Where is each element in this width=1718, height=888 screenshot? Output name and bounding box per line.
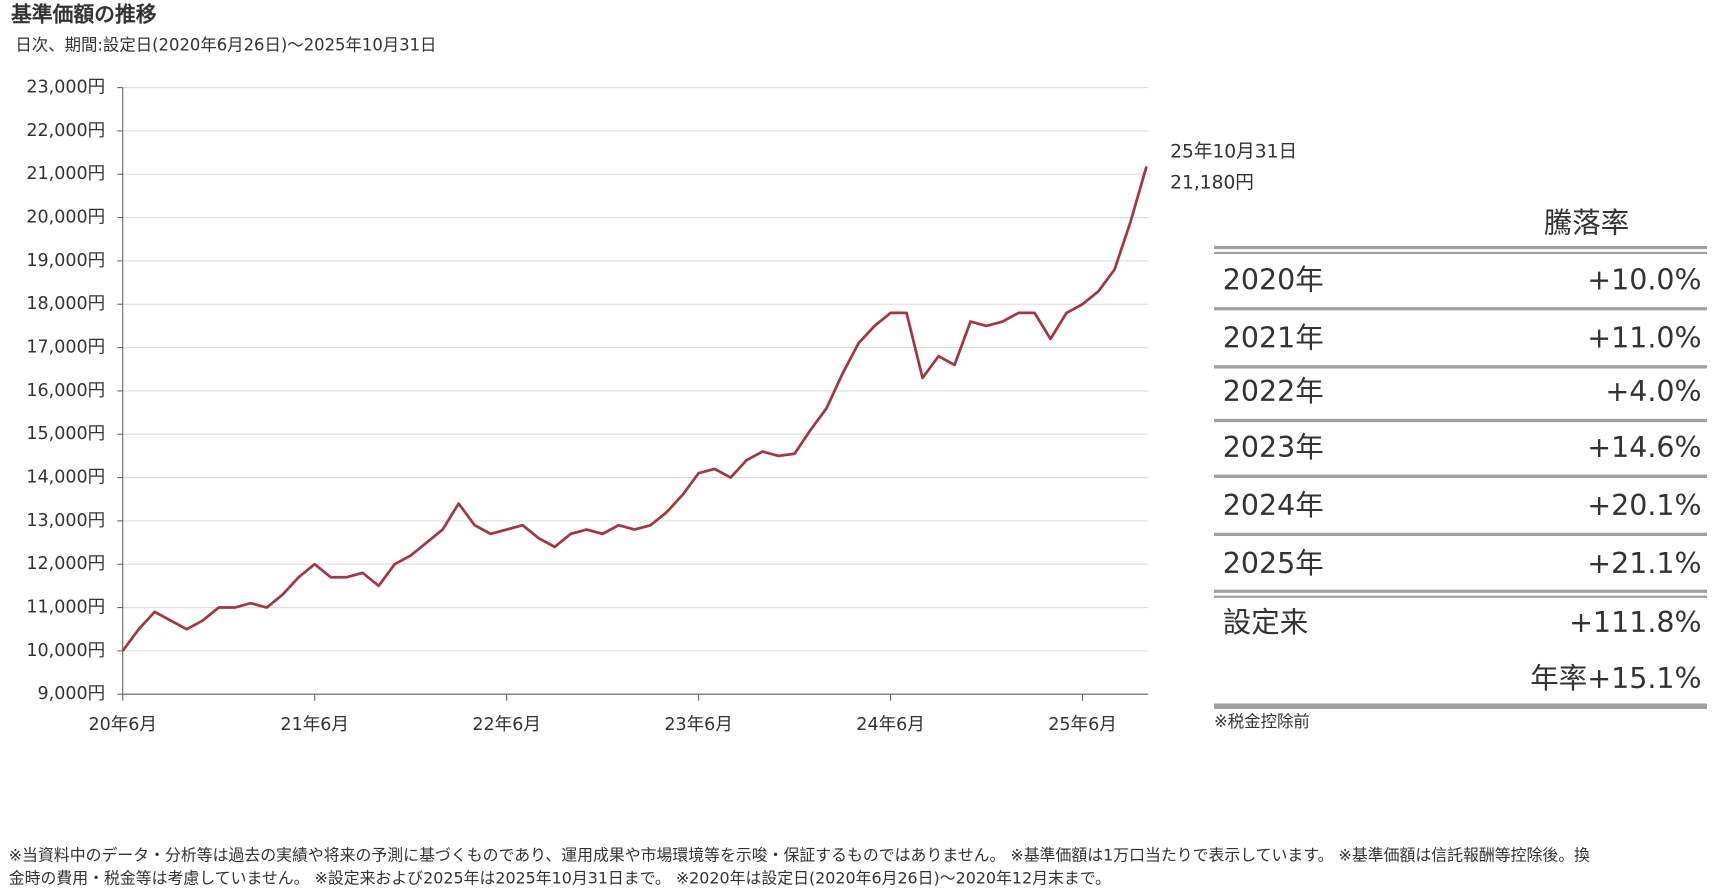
price-line	[121, 166, 1148, 652]
row-label: 2025年	[1223, 547, 1324, 580]
y-tick-label: 12,000円	[26, 554, 105, 574]
row-value: +11.0%	[1587, 321, 1701, 354]
x-tick-label: 21年6月	[280, 715, 348, 735]
row-value: +111.8%	[1569, 606, 1701, 639]
row-label: 設定来	[1223, 606, 1308, 639]
y-tick-label: 17,000円	[26, 338, 105, 358]
x-tick-label: 20年6月	[88, 715, 156, 735]
y-tick-label: 22,000円	[26, 121, 105, 141]
row-value: +10.0%	[1587, 263, 1701, 296]
row-value: +4.0%	[1605, 375, 1701, 408]
table-note: ※税金控除前	[1214, 712, 1310, 731]
end-date-label: 25年10月31日	[1170, 142, 1297, 163]
y-tick-label: 20,000円	[26, 208, 105, 228]
y-tick-label: 14,000円	[26, 468, 105, 488]
x-tick-label: 25年6月	[1048, 715, 1116, 735]
y-tick-label: 18,000円	[26, 294, 105, 314]
y-tick-label: 15,000円	[26, 424, 105, 444]
row-label: 2023年	[1223, 431, 1324, 464]
chart-title: 基準価額の推移	[11, 2, 157, 26]
row-value: +20.1%	[1587, 489, 1701, 522]
x-tick-label: 23年6月	[664, 715, 732, 735]
y-tick-label: 9,000円	[37, 684, 105, 704]
y-tick-label: 21,000円	[26, 164, 105, 184]
y-tick-label: 19,000円	[26, 251, 105, 271]
row-value: +21.1%	[1587, 547, 1701, 580]
table-header: 騰落率	[1544, 206, 1629, 239]
footnote: 金時の費用・税金等は考慮していません。 ※設定来および2025年は2025年10…	[9, 869, 1111, 888]
y-tick-label: 11,000円	[26, 598, 105, 618]
footnote: ※当資料中のデータ・分析等は過去の実績や将来の予測に基づくものであり、運用成果や…	[9, 846, 1590, 865]
annualized: 年率+15.1%	[1530, 662, 1701, 695]
y-tick-label: 16,000円	[26, 381, 105, 401]
y-tick-label: 23,000円	[26, 78, 105, 98]
row-label: 2020年	[1223, 263, 1324, 296]
end-value-label: 21,180円	[1170, 172, 1254, 193]
chart-subtitle: 日次、期間:設定日(2020年6月26日)～2025年10月31日	[15, 35, 436, 54]
row-value: +14.6%	[1587, 431, 1701, 464]
row-label: 2021年	[1223, 321, 1324, 354]
y-tick-label: 13,000円	[26, 511, 105, 531]
y-tick-label: 10,000円	[26, 641, 105, 661]
row-label: 2022年	[1223, 375, 1324, 408]
row-label: 2024年	[1223, 489, 1324, 522]
x-tick-label: 24年6月	[856, 715, 924, 735]
x-tick-label: 22年6月	[472, 715, 540, 735]
